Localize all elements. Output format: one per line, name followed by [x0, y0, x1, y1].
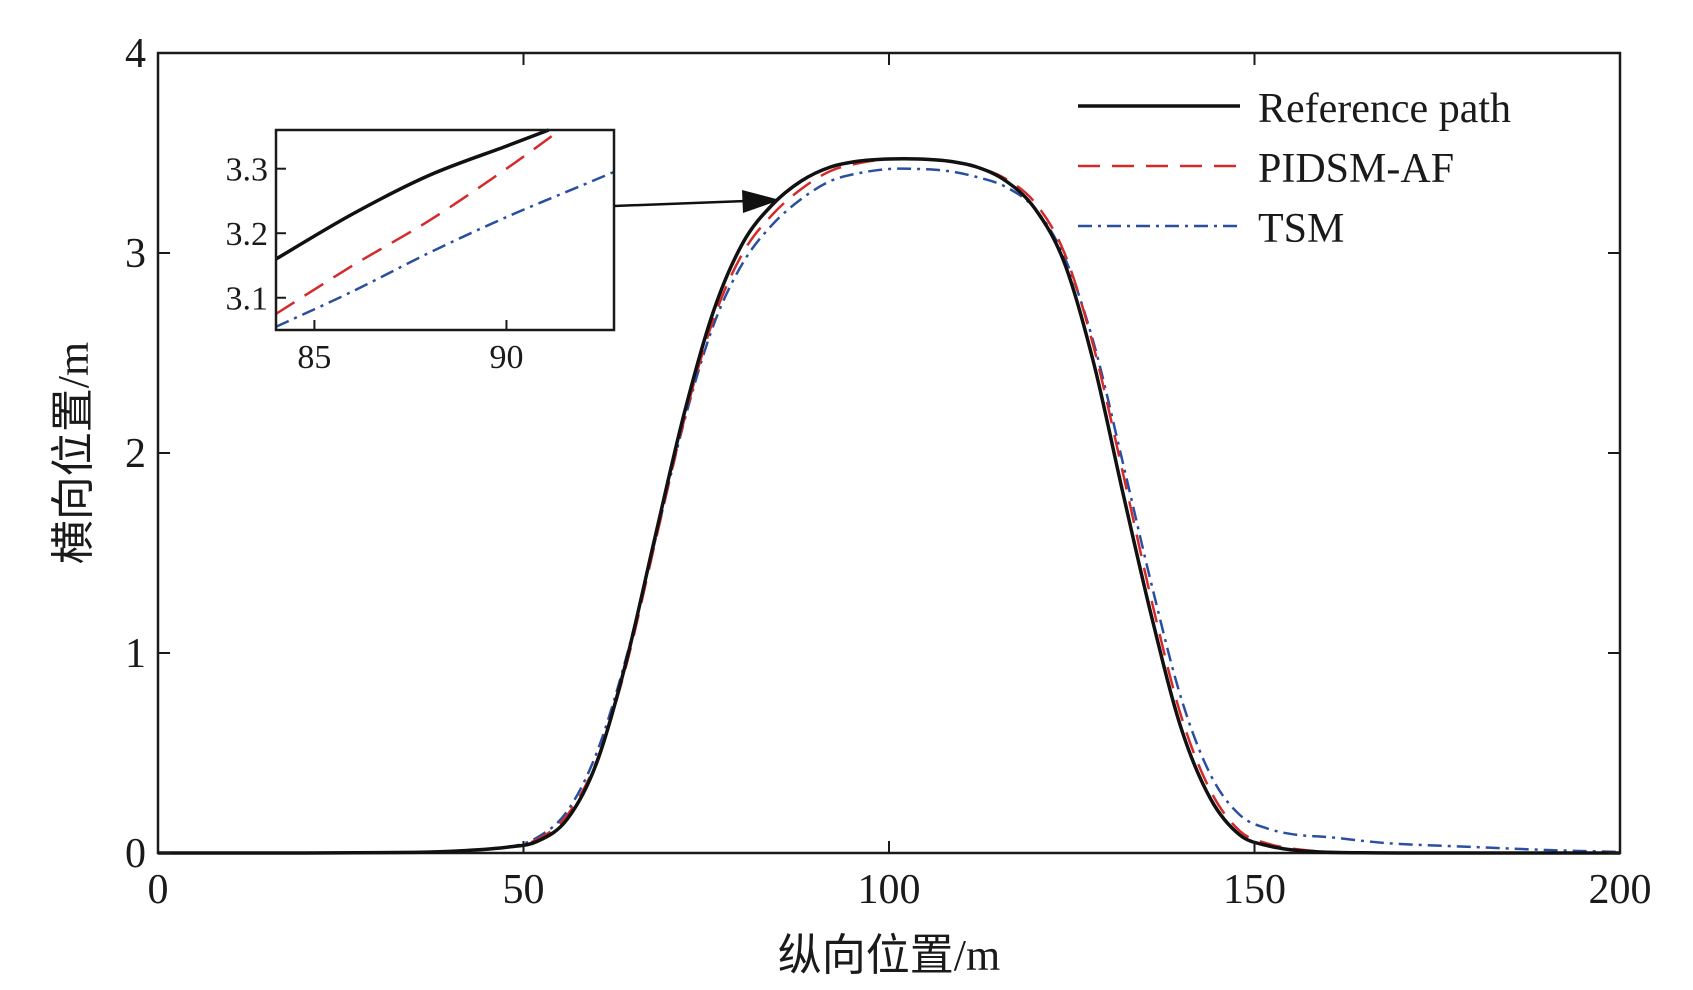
y-axis-title: 横向位置/m: [49, 342, 98, 564]
y-tick-label: 2: [125, 431, 146, 477]
inset-y-ticks: 3.1 3.2 3.3: [226, 152, 286, 318]
inset-zoom-panel: 85 90 3.1 3.2 3.3: [226, 128, 616, 376]
inset-y-tick-label: 3.2: [226, 216, 269, 253]
y-tick-label: 0: [125, 831, 146, 877]
inset-x-tick-label: 85: [297, 339, 331, 376]
inset-y-tick-label: 3.1: [226, 281, 269, 318]
legend-label-reference: Reference path: [1258, 86, 1511, 132]
y-tick-label: 1: [125, 631, 146, 677]
inset-y-tick-label: 3.3: [226, 152, 269, 189]
x-tick-label: 0: [148, 867, 169, 913]
series-line-reference-path: [157, 157, 1620, 855]
x-tick-label: 200: [1589, 867, 1652, 913]
inset-series-line-tsm: [275, 170, 615, 328]
inset-series-line-reference-path: [275, 128, 550, 261]
zoom-pointer-arrow: [613, 190, 780, 213]
x-axis-ticks: 0 50 100 150 200: [148, 53, 1652, 913]
x-axis-title: 纵向位置/m: [778, 931, 1000, 980]
arrow-shaft: [613, 199, 747, 208]
legend-label-tsm: TSM: [1258, 206, 1344, 252]
y-axis-ticks: 0 1 2 3 4: [125, 31, 1620, 877]
legend: Reference path PIDSM-AF TSM: [1078, 86, 1511, 252]
y-tick-label: 3: [125, 231, 146, 277]
arrow-head: [742, 190, 780, 213]
inset-series-line-pidsm-af: [275, 128, 561, 315]
inset-background: [276, 130, 614, 330]
x-tick-label: 100: [858, 867, 921, 913]
y-tick-label: 4: [125, 31, 146, 77]
x-tick-label: 150: [1223, 867, 1286, 913]
inset-x-tick-label: 90: [489, 339, 523, 376]
inset-frame: [274, 128, 616, 332]
x-tick-label: 50: [503, 867, 545, 913]
main-series-group: [157, 157, 1621, 855]
inset-series-group: [275, 128, 615, 328]
legend-label-pidsm-af: PIDSM-AF: [1258, 146, 1454, 192]
inset-x-ticks: 85 90: [297, 320, 523, 376]
